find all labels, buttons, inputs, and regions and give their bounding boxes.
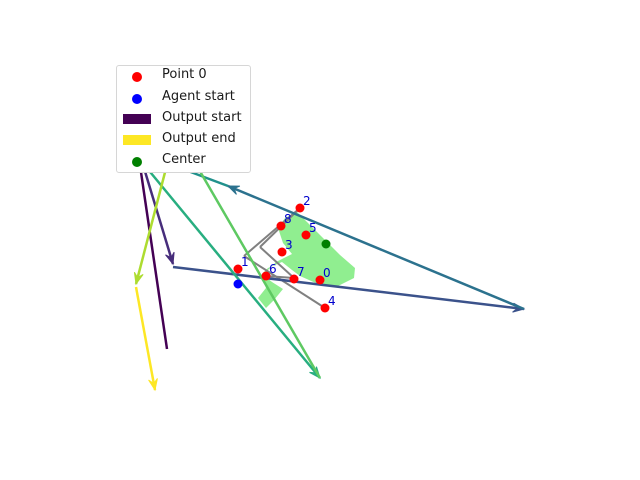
gray-line-1 xyxy=(243,255,326,309)
point-marker-2 xyxy=(295,203,305,213)
point-marker-3 xyxy=(277,247,287,257)
arrow-segment-0 xyxy=(135,144,169,350)
legend-label: Center xyxy=(162,152,206,167)
legend-marker-yellow-rect xyxy=(123,135,151,145)
arrow-segment-3 xyxy=(227,184,525,311)
center-marker xyxy=(321,239,331,249)
point-label-7: 7 xyxy=(297,265,305,279)
point-label-0: 0 xyxy=(323,266,331,280)
point-marker-4 xyxy=(320,303,330,313)
point-label-1: 1 xyxy=(241,255,249,269)
point-label-5: 5 xyxy=(309,221,317,235)
point-marker-5 xyxy=(301,230,311,240)
point-marker-1 xyxy=(233,264,243,274)
legend-label: Output start xyxy=(162,110,242,125)
legend-marker-red-dot xyxy=(132,72,142,82)
legend: Point 0 Agent start Output start Output … xyxy=(116,65,251,173)
gray-line-4 xyxy=(265,275,295,279)
legend-marker-green-dot xyxy=(132,157,142,167)
legend-label: Agent start xyxy=(162,89,235,104)
point-label-2: 2 xyxy=(303,194,311,208)
arrow-head-7 xyxy=(133,271,144,286)
point-marker-6 xyxy=(261,271,271,281)
legend-marker-blue-dot xyxy=(132,94,142,104)
arrow-head-8 xyxy=(148,378,158,392)
legend-item-output-start: Output start xyxy=(117,109,252,129)
agent-start-marker xyxy=(233,279,243,289)
region-area-0 xyxy=(258,212,355,308)
legend-label: Output end xyxy=(162,131,236,146)
point-label-8: 8 xyxy=(284,212,292,226)
gray-line-3 xyxy=(259,246,295,279)
legend-item-center: Center xyxy=(117,151,252,171)
point-marker-0 xyxy=(315,275,325,285)
point-marker-7 xyxy=(289,274,299,284)
region-layer xyxy=(258,212,355,308)
legend-marker-purple-rect xyxy=(123,114,151,124)
point-label-4: 4 xyxy=(328,294,336,308)
legend-item-agent-start: Agent start xyxy=(117,88,252,108)
legend-item-output-end: Output end xyxy=(117,130,252,150)
arrow-segment-2 xyxy=(172,265,525,311)
point-marker-8 xyxy=(276,221,286,231)
arrow-head-3 xyxy=(226,185,241,195)
legend-label: Point 0 xyxy=(162,67,207,82)
arrow-segment-5 xyxy=(131,149,321,379)
points-layer: 0 1 2 3 4 5 6 7 8 xyxy=(233,194,336,313)
point-label-6: 6 xyxy=(269,262,277,276)
point-label-3: 3 xyxy=(285,238,293,252)
arrow-head-1 xyxy=(165,251,175,266)
legend-item-point-0: Point 0 xyxy=(117,66,252,86)
arrow-segment-8 xyxy=(134,286,157,391)
arrows-layer xyxy=(131,129,526,392)
